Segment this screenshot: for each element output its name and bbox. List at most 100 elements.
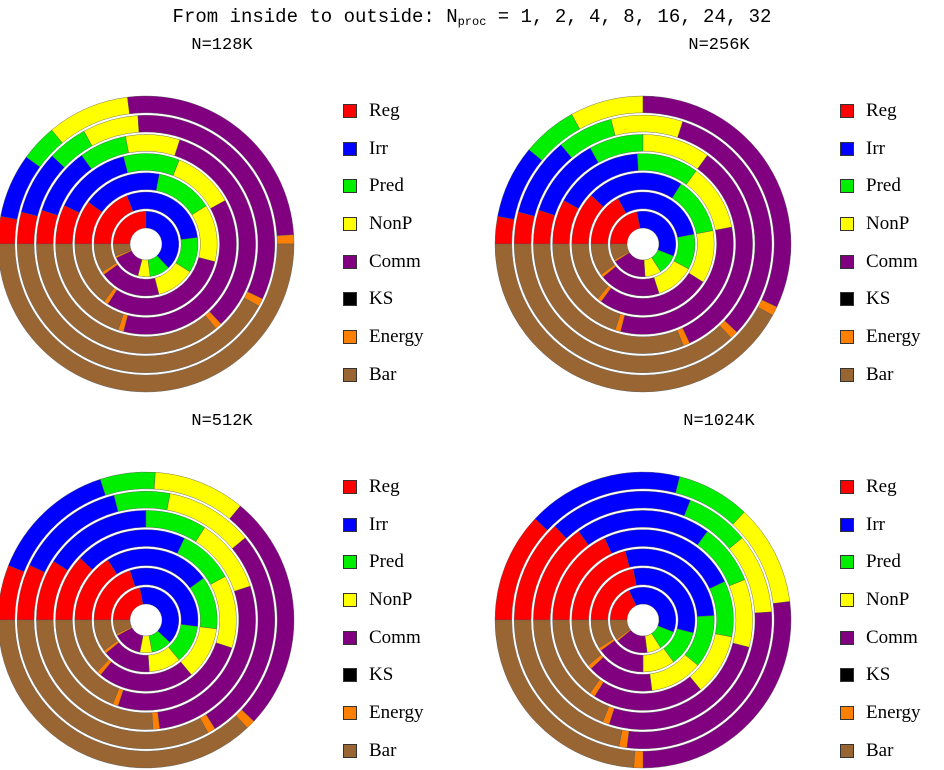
legend-swatch (840, 517, 854, 532)
ring-16-bar-segment (36, 243, 217, 354)
header-subscript: proc (457, 15, 487, 29)
ring-24-bar-segment (513, 243, 732, 373)
legend-label: NonP (369, 588, 413, 610)
ring-32-reg-segment (494, 216, 515, 245)
legend-item-energy: Energy (840, 694, 921, 732)
ring-24-nonp-segment (610, 115, 684, 138)
donut-chart (0, 471, 295, 769)
ring-16-reg-segment (533, 209, 555, 245)
legend-item-energy: Energy (343, 318, 424, 356)
legend-item-irr: Irr (343, 506, 424, 544)
chart-legend: Reg Irr Pred NonP Comm KS Energy Bar (840, 468, 921, 770)
header-suffix: = 1, 2, 4, 8, 16, 24, 32 (486, 6, 772, 28)
legend-item-comm: Comm (840, 243, 921, 281)
legend-item-comm: Comm (343, 619, 424, 657)
legend-item-irr: Irr (840, 506, 921, 544)
legend-label: Pred (369, 551, 404, 573)
legend-item-pred: Pred (840, 167, 921, 205)
ring-8-bar-segment (552, 619, 601, 694)
legend-swatch (343, 668, 357, 683)
legend-label: Energy (369, 325, 424, 347)
legend-swatch (840, 367, 854, 382)
legend-item-nonp: NonP (343, 581, 424, 619)
ring-32-reg-segment (0, 216, 18, 245)
chart-panel-1: N=128K Reg Irr Pred NonP Comm KS Energy Bar (0, 0, 472, 393)
ring-1-bar-segment (609, 243, 630, 261)
ring-32-energy-segment (276, 234, 295, 245)
chart-panel-4: N=1024K Reg Irr Pred NonP Comm KS Energy Bar (494, 376, 944, 769)
legend-item-irr: Irr (343, 130, 424, 168)
legend-label: NonP (866, 212, 910, 234)
chart-panel-3: N=512K Reg Irr Pred NonP Comm KS Energy Bar (0, 376, 472, 769)
legend-swatch (343, 292, 357, 307)
legend-label: Energy (866, 701, 921, 723)
legend-label: Bar (866, 739, 894, 761)
legend-item-reg: Reg (343, 468, 424, 506)
legend-label: Energy (866, 325, 921, 347)
legend-swatch (343, 555, 357, 570)
legend-swatch (840, 141, 854, 156)
legend-item-irr: Irr (840, 130, 921, 168)
legend-label: NonP (866, 588, 910, 610)
legend-label: Reg (369, 99, 400, 121)
ring-4-bar-segment (74, 243, 115, 302)
legend-label: Energy (369, 701, 424, 723)
legend-label: Reg (866, 475, 897, 497)
legend-label: Pred (369, 175, 404, 197)
legend-swatch (840, 292, 854, 307)
donut-chart (0, 95, 295, 393)
chart-title: N=128K (191, 36, 253, 55)
legend-item-energy: Energy (840, 318, 921, 356)
ring-4-bar-segment (74, 619, 110, 673)
legend-label: Bar (369, 739, 397, 761)
legend-item-comm: Comm (840, 619, 921, 657)
legend-swatch (840, 103, 854, 118)
ring-4-bar-segment (571, 619, 602, 666)
ring-2-bar-segment (590, 243, 615, 275)
ring-32-bar-segment (494, 619, 635, 768)
ring-8-bar-segment (55, 243, 124, 331)
legend-swatch (343, 517, 357, 532)
ring-24-bar-segment (16, 619, 209, 750)
legend-swatch (840, 329, 854, 344)
legend-item-pred: Pred (343, 167, 424, 205)
legend-item-comm: Comm (343, 243, 424, 281)
ring-32-energy-segment (633, 750, 644, 769)
ring-2-bar-segment (590, 619, 614, 649)
chart-legend: Reg Irr Pred NonP Comm KS Energy Bar (840, 92, 921, 394)
ring-16-nonp-segment (125, 134, 181, 156)
legend-label: NonP (369, 212, 413, 234)
legend-label: Comm (866, 626, 918, 648)
legend-swatch (343, 141, 357, 156)
ring-8-pred-segment (123, 153, 180, 176)
legend-label: Reg (369, 475, 400, 497)
legend-item-reg: Reg (840, 92, 921, 130)
ring-24-reg-segment (513, 211, 535, 245)
legend-item-ks: KS (840, 656, 921, 694)
ring-32-bar-segment (494, 243, 773, 393)
legend-label: Irr (866, 137, 885, 159)
legend-item-ks: KS (343, 280, 424, 318)
legend-item-nonp: NonP (840, 205, 921, 243)
legend-item-bar: Bar (840, 732, 921, 770)
legend-label: KS (369, 664, 394, 686)
legend-swatch (840, 555, 854, 570)
legend-item-ks: KS (840, 280, 921, 318)
legend-swatch (343, 103, 357, 118)
legend-swatch (343, 592, 357, 607)
ring-24-bar-segment (16, 243, 260, 373)
legend-swatch (840, 216, 854, 231)
legend-label: KS (866, 664, 891, 686)
chart-title: N=512K (191, 412, 253, 431)
legend-swatch (840, 743, 854, 758)
legend-label: Bar (866, 363, 894, 385)
ring-1-bar-segment (112, 619, 132, 635)
chart-legend: Reg Irr Pred NonP Comm KS Energy Bar (343, 92, 424, 394)
legend-item-energy: Energy (343, 694, 424, 732)
legend-item-ks: KS (343, 656, 424, 694)
legend-item-bar: Bar (840, 356, 921, 394)
legend-swatch (840, 668, 854, 683)
legend-label: Pred (866, 175, 901, 197)
legend-label: Irr (866, 513, 885, 535)
legend-swatch (343, 329, 357, 344)
